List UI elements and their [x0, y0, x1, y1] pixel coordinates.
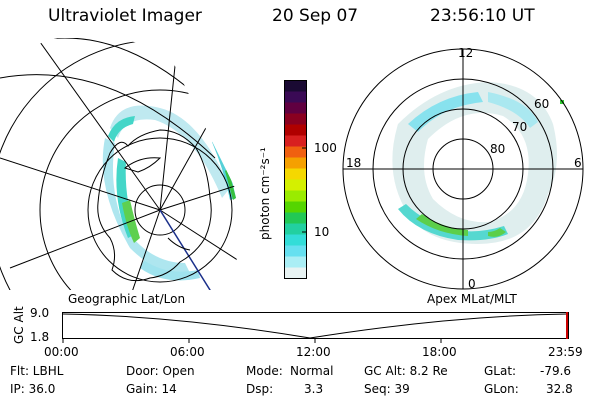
colorbar-segment — [284, 91, 307, 103]
dsp-label: Dsp: — [246, 382, 274, 396]
right-panel-caption: Apex MLat/MLT — [427, 292, 517, 306]
timeline-xtick-1800: 18:00 — [422, 345, 457, 359]
colorbar-segment — [284, 80, 307, 92]
colorbar-segment — [284, 113, 307, 125]
colorbar-segment — [284, 102, 307, 114]
aurora-oval — [392, 82, 564, 244]
gc-alt-status: GC Alt: 8.2 Re — [364, 364, 448, 378]
colorbar-segment — [284, 157, 307, 169]
glon-value: 32.8 — [546, 382, 573, 396]
colorbar-segment — [284, 190, 307, 202]
colorbar-tick-10: 10 — [314, 225, 330, 239]
colorbar-segment — [284, 223, 307, 235]
colorbar-segment — [284, 146, 307, 158]
colorbar-segment — [284, 245, 307, 257]
dsp-value: 3.3 — [304, 382, 324, 396]
door-status: Door: Open — [126, 364, 195, 378]
mlat-label-60: 60 — [534, 97, 550, 111]
altitude-curve — [62, 313, 568, 339]
observation-time: 23:56:10 UT — [430, 6, 535, 26]
colorbar-tick-100: 100 — [314, 141, 337, 155]
mlt-label-0: 0 — [468, 277, 476, 291]
timeline-ytick-high: 9.0 — [30, 306, 50, 320]
timeline-ytick-low: 1.8 — [30, 330, 50, 344]
mlt-label-6: 6 — [574, 156, 582, 170]
glat-label: GLat: — [484, 364, 517, 378]
mlat-label-80: 80 — [490, 142, 506, 156]
colorbar-segment — [284, 201, 307, 213]
mlat-label-70: 70 — [512, 120, 528, 134]
seq-status: Seq: 39 — [364, 382, 410, 396]
colorbar-segment — [284, 135, 307, 147]
timeline-xtick-1200: 12:00 — [296, 345, 331, 359]
colorbar-unit-label: photon cm⁻²s⁻¹ — [258, 147, 272, 240]
mode-value: Normal — [290, 364, 334, 378]
gain-status: Gain: 14 — [126, 382, 177, 396]
colorbar-segment — [284, 267, 307, 279]
mode-label: Mode: — [246, 364, 283, 378]
timeline-xtick-0600: 06:00 — [170, 345, 205, 359]
timeline-xtick-0000: 00:00 — [44, 345, 79, 359]
colorbar-segment — [284, 179, 307, 191]
filter-status: Flt: LBHL — [10, 364, 64, 378]
coastline — [97, 129, 212, 282]
timeline-xtick-2359: 23:59 — [548, 345, 583, 359]
colorbar-segment — [284, 234, 307, 246]
instrument-title: Ultraviolet Imager — [48, 6, 202, 26]
geographic-map — [0, 38, 240, 290]
glon-label: GLon: — [484, 382, 519, 396]
glat-value: -79.6 — [540, 364, 572, 378]
colorbar-segment — [284, 124, 307, 136]
observation-date: 20 Sep 07 — [272, 6, 359, 26]
orbit-altitude-plot — [62, 312, 569, 343]
colorbar-segment — [284, 168, 307, 180]
colorbar-segment — [284, 212, 307, 224]
mlt-label-18: 18 — [346, 156, 362, 170]
mlt-label-12: 12 — [458, 46, 474, 60]
colorbar — [284, 80, 307, 279]
ip-status: IP: 36.0 — [10, 382, 56, 396]
mlat-mlt-polar-plot — [342, 48, 584, 290]
aurora-emission — [102, 105, 236, 281]
timeline-ylabel: GC Alt — [12, 306, 26, 344]
left-panel-caption: Geographic Lat/Lon — [68, 292, 186, 306]
colorbar-segment — [284, 256, 307, 268]
